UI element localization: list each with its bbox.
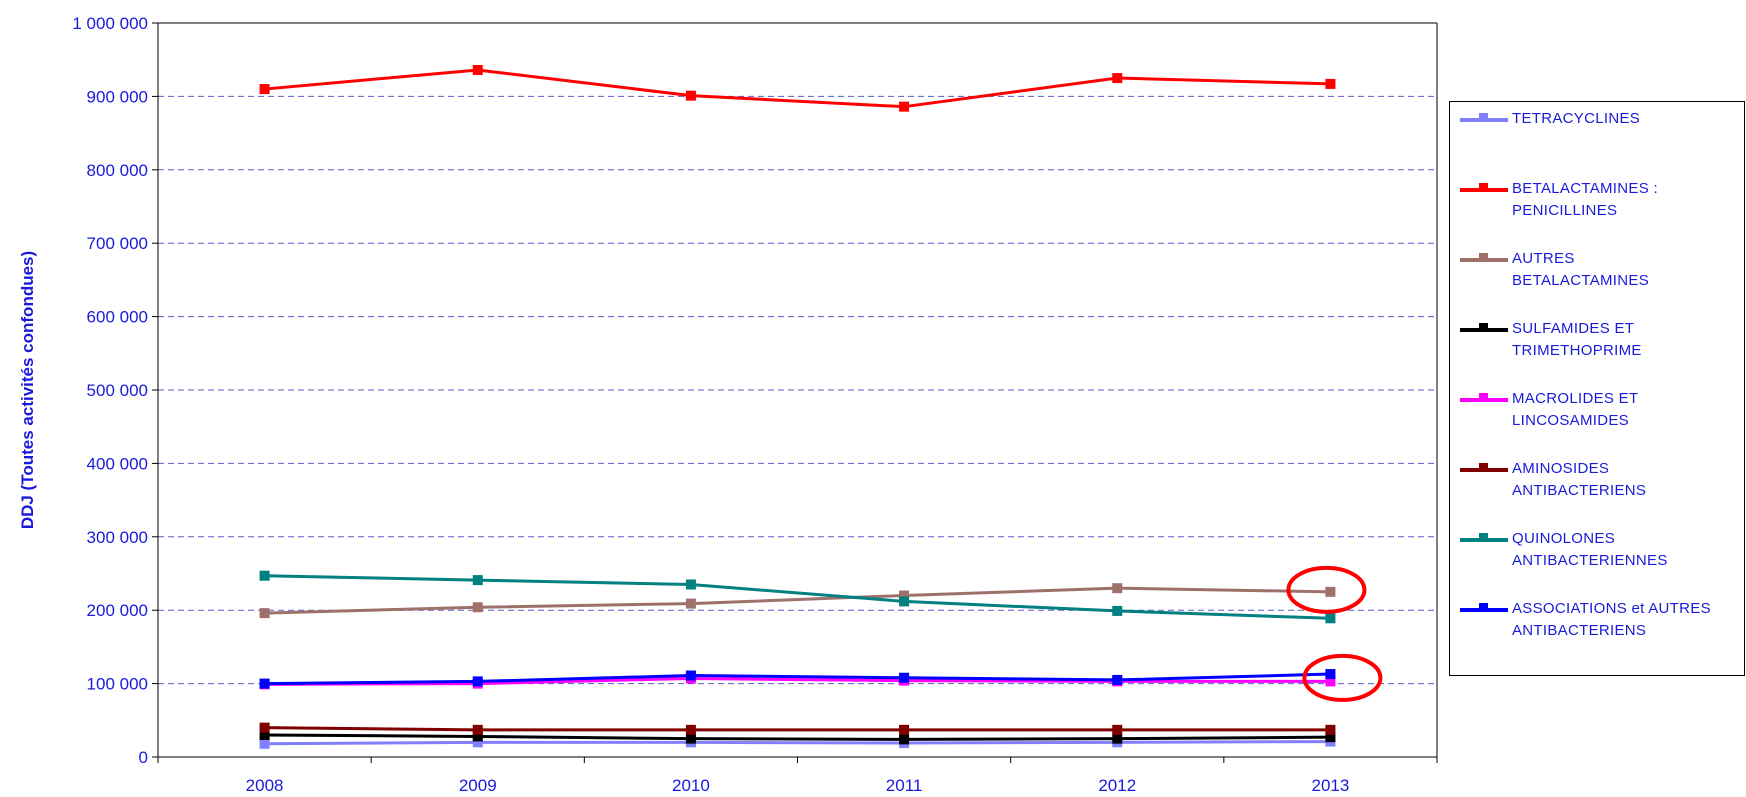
- series-line: [264, 733, 1331, 741]
- legend: TETRACYCLINES BETALACTAMINES : PENICILLIN…: [1449, 101, 1745, 676]
- y-tick-label: 600 000: [87, 308, 148, 327]
- data-point: [472, 64, 483, 75]
- data-point: [1112, 724, 1123, 735]
- legend-marker: [1479, 393, 1488, 402]
- data-point: [685, 724, 696, 735]
- data-point: [899, 596, 910, 607]
- x-tick-label: 2012: [1098, 776, 1136, 795]
- series-line: [264, 68, 1331, 109]
- data-point: [472, 737, 483, 748]
- legend-label: TETRACYCLINES: [1512, 110, 1641, 127]
- series-line: [264, 726, 1331, 732]
- y-tick-label: 400 000: [87, 454, 148, 473]
- data-point: [472, 731, 483, 742]
- legend-label: AUTRES BETALACTAMINES: [1512, 250, 1650, 289]
- y-tick-label: 100 000: [87, 675, 148, 694]
- legend-label: MACROLIDES ET LINCOSAMIDES: [1512, 390, 1639, 429]
- data-point: [685, 733, 696, 744]
- legend-label: ASSOCIATIONS et AUTRES ANTIBACTERIENS: [1512, 600, 1711, 639]
- data-point: [1325, 732, 1336, 743]
- data-point: [1325, 613, 1336, 624]
- x-tick-label: 2008: [246, 776, 284, 795]
- data-point: [899, 734, 910, 745]
- y-tick-label: 700 000: [87, 234, 148, 253]
- highlight-ellipse: [1302, 653, 1383, 702]
- legend-label: BETALACTAMINES : PENICILLINES: [1512, 180, 1658, 219]
- legend-marker: [1479, 463, 1488, 472]
- data-point: [259, 570, 270, 581]
- data-point: [1112, 583, 1123, 594]
- data-point: [472, 724, 483, 735]
- series-line: [264, 574, 1331, 620]
- legend-marker: [1479, 533, 1488, 542]
- data-point: [259, 729, 270, 740]
- y-axis-title: DDJ (Toutes activités confondues): [18, 251, 37, 529]
- data-point: [1325, 676, 1336, 687]
- legend-marker: [1479, 603, 1488, 612]
- data-point: [1112, 674, 1123, 685]
- y-tick-label: 800 000: [87, 161, 148, 180]
- y-tick-label: 300 000: [87, 528, 148, 547]
- x-tick-label: 2013: [1312, 776, 1350, 795]
- data-point: [1325, 586, 1336, 597]
- y-tick-label: 500 000: [87, 381, 148, 400]
- highlight-ellipse: [1286, 565, 1367, 614]
- y-tick-label: 1 000 000: [72, 14, 148, 33]
- data-point: [472, 602, 483, 613]
- legend-label: QUINOLONES ANTIBACTERIENNES: [1512, 530, 1668, 569]
- data-point: [685, 598, 696, 609]
- legend-marker: [1479, 183, 1488, 192]
- legend-marker: [1479, 113, 1488, 122]
- x-tick-label: 2010: [672, 776, 710, 795]
- data-point: [899, 101, 910, 112]
- data-point: [472, 676, 483, 687]
- data-point: [1112, 73, 1123, 84]
- y-tick-label: 900 000: [87, 87, 148, 106]
- x-tick-label: 2009: [459, 776, 497, 795]
- data-point: [1325, 724, 1336, 735]
- data-point: [259, 608, 270, 619]
- data-point: [685, 670, 696, 681]
- data-point: [1112, 733, 1123, 744]
- series-line: [264, 672, 1331, 686]
- data-point: [899, 724, 910, 735]
- y-tick-label: 0: [139, 748, 148, 767]
- data-point: [899, 672, 910, 683]
- data-point: [1325, 78, 1336, 89]
- data-point: [685, 90, 696, 101]
- legend-marker: [1479, 253, 1488, 262]
- legend-label: SULFAMIDES ET TRIMETHOPRIME: [1512, 320, 1642, 359]
- series-line: [264, 740, 1331, 746]
- series-line: [264, 676, 1331, 686]
- data-point: [259, 722, 270, 733]
- data-point: [1112, 605, 1123, 616]
- y-tick-label: 200 000: [87, 601, 148, 620]
- legend-label: AMINOSIDES ANTIBACTERIENS: [1512, 460, 1647, 499]
- data-point: [259, 678, 270, 689]
- data-point: [899, 590, 910, 601]
- data-point: [259, 738, 270, 749]
- data-point: [259, 84, 270, 95]
- data-point: [685, 579, 696, 590]
- data-point: [472, 575, 483, 586]
- x-tick-label: 2011: [886, 776, 923, 795]
- data-point: [1325, 669, 1336, 680]
- series-line: [264, 586, 1331, 615]
- legend-marker: [1479, 323, 1488, 332]
